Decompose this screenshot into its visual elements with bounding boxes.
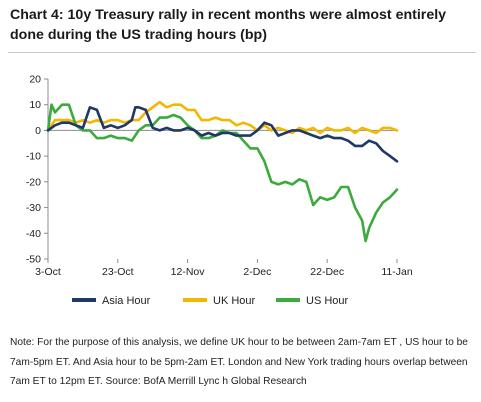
y-tick-label: -10 xyxy=(26,151,41,163)
y-tick-label: 0 xyxy=(35,125,41,137)
chart-title: Chart 4: 10y Treasury rally in recent mo… xyxy=(10,7,447,43)
uk-hour-line xyxy=(46,100,399,135)
asia-hour-line xyxy=(46,106,399,163)
y-tick-label: -50 xyxy=(26,254,41,266)
legend-label-us-hour: US Hour xyxy=(306,295,349,307)
x-tick-label: 3-Oct xyxy=(35,266,61,278)
y-tick-label: -20 xyxy=(26,176,41,188)
x-tick-label: 23-Oct xyxy=(102,266,134,278)
chart-series xyxy=(46,100,399,243)
y-tick-label: 10 xyxy=(29,99,41,111)
x-tick-label: 22-Dec xyxy=(310,266,344,278)
us-hour-line xyxy=(46,103,399,243)
y-tick-label: -30 xyxy=(26,202,41,214)
chart-axes: 20 10 0 -10 -20 -30 -40 -503-Oct 23-Oct 12-Nov 2-D… xyxy=(26,74,413,279)
x-tick-label: 11-Jan xyxy=(381,266,412,278)
legend-label-asia-hour: Asia Hour xyxy=(102,295,151,307)
title-divider xyxy=(8,52,476,53)
y-tick-label: 20 xyxy=(29,74,41,86)
legend-label-uk-hour: UK Hour xyxy=(213,295,256,307)
chart-footnote: Note: For the purpose of this analysis, … xyxy=(10,337,468,387)
chart-legend: Asia Hour UK Hour US Hour xyxy=(72,295,349,307)
x-tick-label: 2-Dec xyxy=(243,266,271,278)
y-tick-label: -40 xyxy=(26,228,41,240)
x-tick-label: 12-Nov xyxy=(171,266,206,278)
